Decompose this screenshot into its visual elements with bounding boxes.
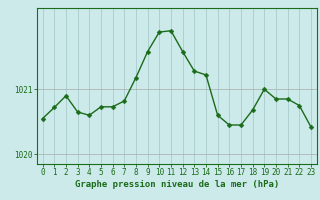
X-axis label: Graphe pression niveau de la mer (hPa): Graphe pression niveau de la mer (hPa) <box>75 180 279 189</box>
